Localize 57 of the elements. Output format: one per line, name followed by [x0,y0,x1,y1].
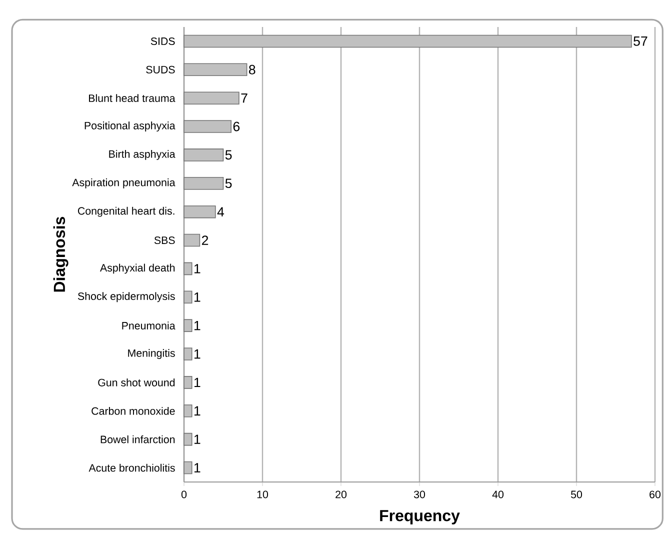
data-label: 1 [194,292,200,302]
x-axis-title: Frequency [380,510,460,524]
x-tick-label: 50 [570,490,582,498]
bar [184,432,192,446]
y-tick-label: SUDS [146,66,175,74]
bar [184,205,216,218]
data-label: 1 [194,406,200,416]
data-label: 5 [225,150,232,160]
bar [184,234,200,247]
y-tick-label: Positional asphyxia [84,122,176,132]
y-tick-label: Asphyxial death [100,264,175,274]
x-tick-label: 40 [492,490,504,498]
x-tick-label: 20 [336,490,347,498]
y-tick-label: Birth asphyxia [109,150,176,160]
bar [184,461,192,474]
x-tick-label: 30 [414,490,426,498]
data-label: 6 [233,122,240,132]
x-tick-label: 60 [650,490,661,498]
y-tick-label: Bowel infarction [100,435,175,444]
bar [184,177,224,190]
y-tick-label: Gun shot wound [98,378,175,386]
y-tick-label: Aspiration pneumonia [72,178,176,188]
data-label: 1 [194,378,200,388]
y-tick-label: Carbon monoxide [92,406,175,415]
y-tick-label: Pneumonia [122,322,176,330]
data-label: 1 [194,434,200,444]
x-tick-label: 10 [257,490,268,498]
y-tick-label: Shock epidermolysis [78,292,175,302]
y-tick-label: Meningitis [128,349,175,359]
data-label: 1 [194,349,200,359]
bar [184,404,192,418]
bar [184,63,248,76]
data-label: 5 [225,178,232,188]
x-tick-label: 0 [181,490,187,498]
data-label: 57 [634,36,648,46]
y-tick-label: SBS [154,236,175,244]
y-tick-label: SIDS [150,37,175,45]
data-label: 8 [248,64,256,74]
data-label: 4 [217,207,224,216]
bar [184,348,192,360]
bar [184,319,192,332]
bar [184,262,192,276]
y-axis-title: Diagnosis [53,216,68,292]
y-tick-label: Acute bronchiolitis [88,464,175,472]
bar [184,148,224,162]
bar [184,120,232,133]
bar [184,290,192,304]
data-label: 1 [194,320,200,330]
data-label: 7 [241,93,248,103]
bar [184,376,192,389]
bar [184,34,632,48]
y-tick-label: Blunt head trauma [89,94,176,102]
bar [184,92,240,104]
y-tick-label: Congenital heart dis. [78,206,174,217]
data-label: 2 [202,236,208,245]
data-label: 1 [194,264,200,274]
data-label: 1 [194,463,200,472]
